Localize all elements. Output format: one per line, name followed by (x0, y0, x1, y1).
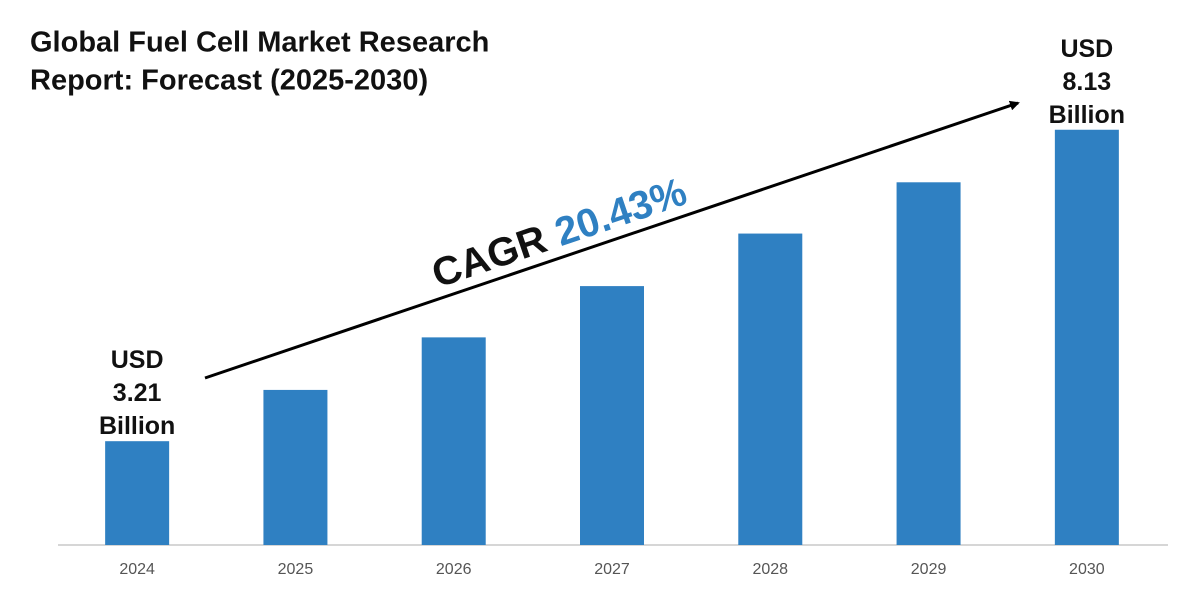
x-tick-label: 2029 (911, 561, 947, 578)
data-label: USD 8.13 Billion (1049, 34, 1125, 128)
x-tick-label: 2027 (594, 561, 630, 578)
chart-title: Global Fuel Cell Market Research (30, 27, 489, 59)
trend-arrow (204, 100, 1020, 380)
x-tick-label: 2024 (119, 561, 155, 578)
data-label-line: USD (111, 346, 164, 374)
bar (896, 182, 961, 545)
bar (1054, 129, 1119, 545)
data-label-line: USD (1060, 34, 1113, 62)
data-label: USD 3.21 Billion (99, 346, 175, 440)
data-label-line: 8.13 (1063, 67, 1112, 95)
chart-title: Report: Forecast (2025-2030) (30, 65, 428, 97)
bar (580, 286, 644, 545)
bar (263, 389, 328, 545)
data-label-line: Billion (99, 412, 175, 440)
data-label-line: 3.21 (113, 379, 162, 407)
x-tick-label: 2030 (1069, 561, 1105, 578)
bar (105, 441, 170, 545)
x-tick-label: 2028 (752, 561, 788, 578)
x-tick-label: 2025 (278, 561, 314, 578)
bar (421, 337, 486, 545)
bar (738, 233, 803, 545)
x-tick-label: 2026 (436, 561, 472, 578)
data-label-line: Billion (1049, 100, 1125, 128)
